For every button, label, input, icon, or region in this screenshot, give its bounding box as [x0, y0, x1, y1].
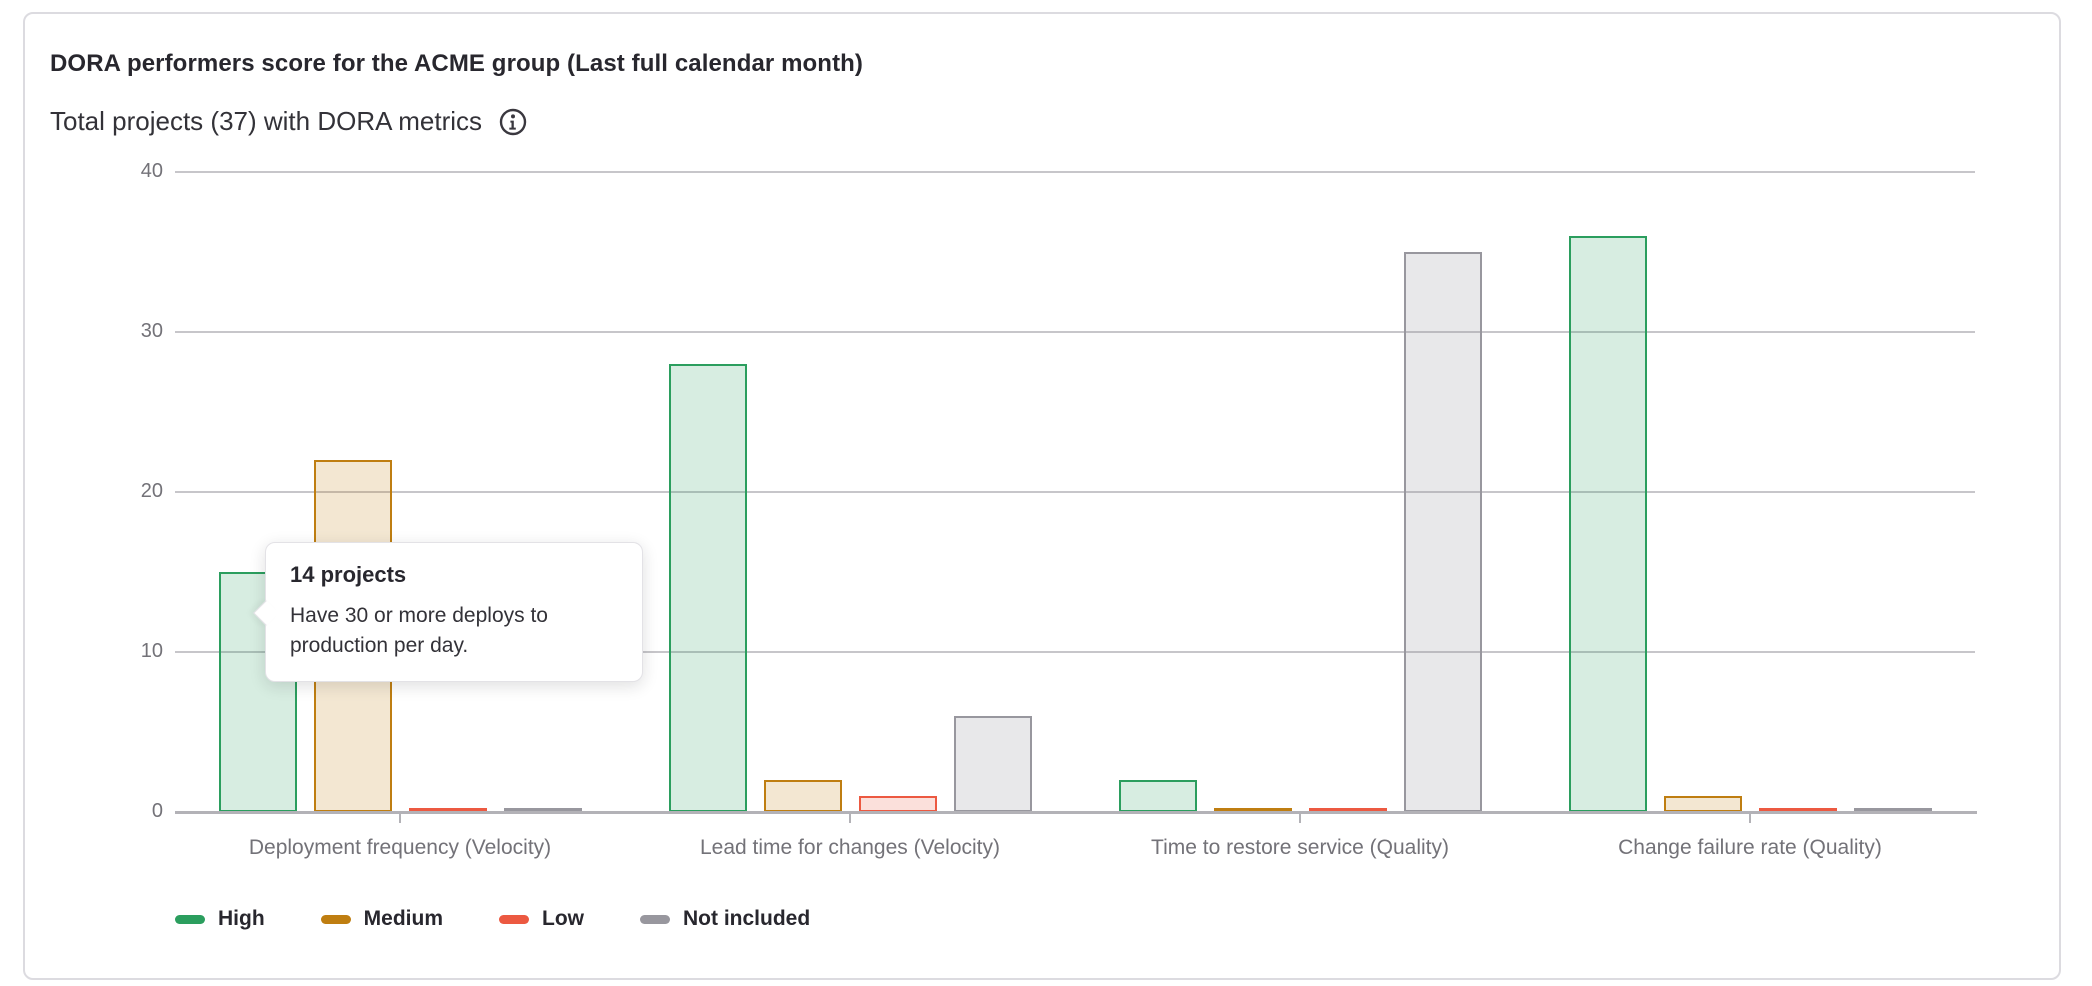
gridline-10	[175, 651, 1975, 653]
legend-item-not-included[interactable]: Not included	[640, 907, 810, 931]
card-title: DORA performers score for the ACME group…	[50, 50, 864, 77]
legend-item-high[interactable]: High	[175, 907, 265, 931]
dora-performers-card: DORA performers score for the ACME group…	[23, 12, 2061, 980]
chart-tooltip: 14 projects Have 30 or more deploys to p…	[253, 542, 643, 682]
gridline-40	[175, 171, 1975, 173]
x-axis-tick	[399, 812, 401, 823]
tooltip-body: Have 30 or more deploys to production pe…	[290, 604, 548, 657]
bar-low-change-failure-rate-quality-[interactable]	[1759, 808, 1837, 813]
legend-swatch-medium-icon	[320, 914, 351, 924]
tooltip-title: 14 projects	[290, 562, 407, 587]
bar-not-included-time-to-restore-service-quality-[interactable]	[1404, 252, 1482, 812]
card-subtitle: Total projects (37) with DORA metrics	[50, 106, 483, 136]
legend-swatch-low-icon	[499, 914, 529, 924]
bar-high-time-to-restore-service-quality-[interactable]	[1119, 780, 1197, 812]
legend-label-medium: Medium	[363, 907, 443, 930]
bar-chart-plot-area: 0 10 20 30 40 Deployment frequency (Velocity)…	[25, 14, 2059, 978]
y-axis-label-30: 30	[140, 320, 163, 342]
bar-medium-change-failure-rate-quality-[interactable]	[1664, 796, 1742, 812]
legend-label-not-included: Not included	[683, 907, 811, 930]
bar-not-included-change-failure-rate-quality-[interactable]	[1854, 808, 1932, 813]
legend-item-medium[interactable]: Medium	[320, 907, 443, 931]
bar-high-lead-time-for-changes-velocity-[interactable]	[669, 364, 747, 812]
bar-medium-time-to-restore-service-quality-[interactable]	[1214, 808, 1292, 813]
y-axis-label-10: 10	[140, 640, 163, 662]
bar-low-time-to-restore-service-quality-[interactable]	[1309, 808, 1387, 813]
x-axis-tick	[1749, 812, 1751, 823]
legend-label-high: High	[218, 907, 265, 930]
x-axis-label-lead-time-for-changes-velocity-: Lead time for changes (Velocity)	[700, 836, 1000, 859]
x-axis-tick	[1299, 812, 1301, 823]
bar-low-lead-time-for-changes-velocity-[interactable]	[859, 796, 937, 812]
legend-item-low[interactable]: Low	[499, 907, 584, 931]
bar-not-included-deployment-frequency-velocity-[interactable]	[504, 808, 582, 813]
y-axis-label-40: 40	[140, 160, 163, 182]
legend-swatch-high-icon	[175, 914, 205, 924]
legend-label-low: Low	[542, 907, 584, 930]
bar-medium-lead-time-for-changes-velocity-[interactable]	[764, 780, 842, 812]
x-axis-label-change-failure-rate-quality-: Change failure rate (Quality)	[1618, 836, 1882, 859]
x-axis-label-deployment-frequency-velocity-: Deployment frequency (Velocity)	[248, 836, 552, 859]
x-axis-label-time-to-restore-service-quality-: Time to restore service (Quality)	[1151, 836, 1449, 859]
x-axis-tick	[849, 812, 851, 823]
card-subtitle-row: Total projects (37) with DORA metrics	[50, 106, 528, 137]
x-axis-line	[175, 811, 1977, 814]
info-icon[interactable]	[498, 107, 528, 137]
y-axis-label-20: 20	[140, 480, 163, 502]
gridline-30	[175, 331, 1975, 333]
legend-swatch-not-included-icon	[640, 914, 670, 924]
chart-legend: High Medium Low Not included	[175, 907, 810, 931]
bar-high-change-failure-rate-quality-[interactable]	[1569, 236, 1647, 812]
bar-low-deployment-frequency-velocity-[interactable]	[409, 808, 487, 813]
gridline-20	[175, 491, 1975, 493]
bar-not-included-lead-time-for-changes-velocity-[interactable]	[954, 716, 1032, 812]
y-axis-label-0: 0	[151, 800, 163, 822]
